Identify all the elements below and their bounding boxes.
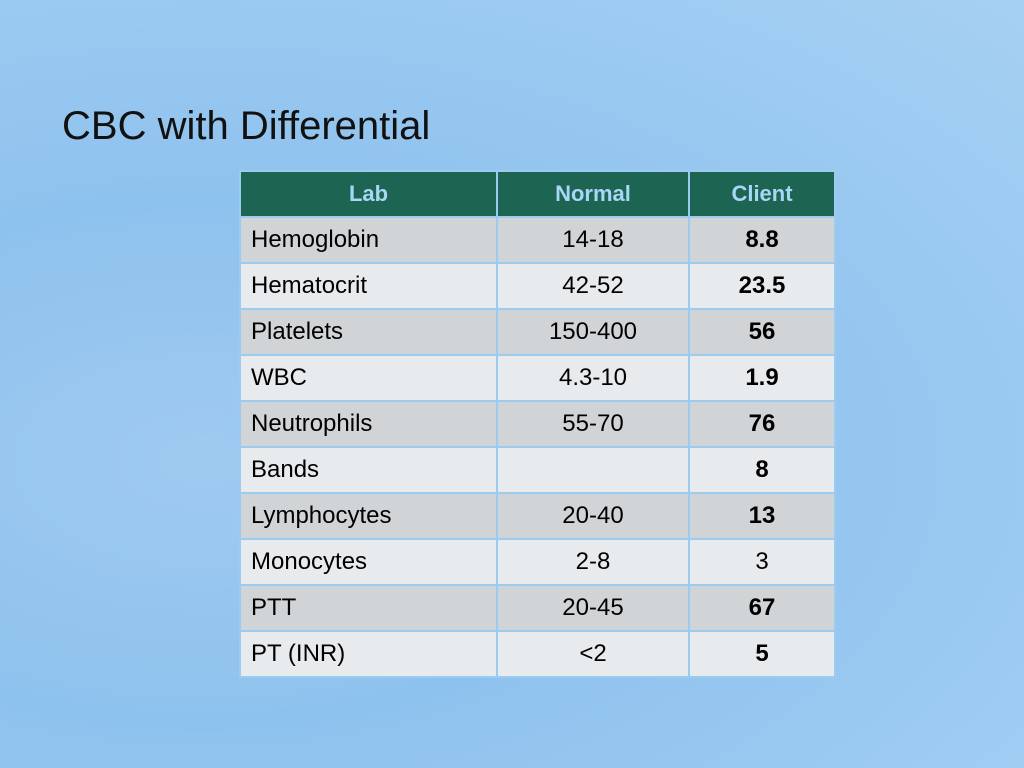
table-row: Platelets 150-400 56 [239, 308, 836, 356]
lab-cell: Hematocrit [239, 262, 498, 310]
table-row: Monocytes 2-8 3 [239, 538, 836, 586]
client-cell: 67 [688, 584, 836, 632]
normal-cell: <2 [496, 630, 690, 678]
table-row: Neutrophils 55-70 76 [239, 400, 836, 448]
table-row: Lymphocytes 20-40 13 [239, 492, 836, 540]
normal-cell: 150-400 [496, 308, 690, 356]
lab-cell: Neutrophils [239, 400, 498, 448]
lab-cell: Hemoglobin [239, 216, 498, 264]
lab-cell: Platelets [239, 308, 498, 356]
table-row: PTT 20-45 67 [239, 584, 836, 632]
table-row: Hemoglobin 14-18 8.8 [239, 216, 836, 264]
normal-cell: 20-45 [496, 584, 690, 632]
column-header: Normal [496, 170, 690, 218]
lab-cell: WBC [239, 354, 498, 402]
table-row: WBC 4.3-10 1.9 [239, 354, 836, 402]
client-cell: 56 [688, 308, 836, 356]
normal-cell: 2-8 [496, 538, 690, 586]
table-row: Bands 8 [239, 446, 836, 494]
client-cell: 8 [688, 446, 836, 494]
lab-cell: Bands [239, 446, 498, 494]
table-row: Hematocrit 42-52 23.5 [239, 262, 836, 310]
client-cell: 76 [688, 400, 836, 448]
lab-cell: Lymphocytes [239, 492, 498, 540]
column-header: Lab [239, 170, 498, 218]
client-cell: 13 [688, 492, 836, 540]
normal-cell [496, 446, 690, 494]
client-cell: 3 [688, 538, 836, 586]
normal-cell: 14-18 [496, 216, 690, 264]
client-cell: 5 [688, 630, 836, 678]
column-header: Client [688, 170, 836, 218]
lab-table: Lab Normal Client Hemoglobin 14-18 8.8 Hemato… [239, 170, 836, 678]
slide-title: CBC with Differential [62, 104, 431, 148]
table-body: Hemoglobin 14-18 8.8 Hematocrit 42-52 23.5 Pla… [239, 216, 836, 678]
normal-cell: 4.3-10 [496, 354, 690, 402]
normal-cell: 42-52 [496, 262, 690, 310]
normal-cell: 55-70 [496, 400, 690, 448]
client-cell: 8.8 [688, 216, 836, 264]
table-row: PT (INR) <2 5 [239, 630, 836, 678]
lab-cell: PTT [239, 584, 498, 632]
normal-cell: 20-40 [496, 492, 690, 540]
client-cell: 1.9 [688, 354, 836, 402]
lab-cell: PT (INR) [239, 630, 498, 678]
lab-cell: Monocytes [239, 538, 498, 586]
header-row: Lab Normal Client [239, 170, 836, 218]
client-cell: 23.5 [688, 262, 836, 310]
